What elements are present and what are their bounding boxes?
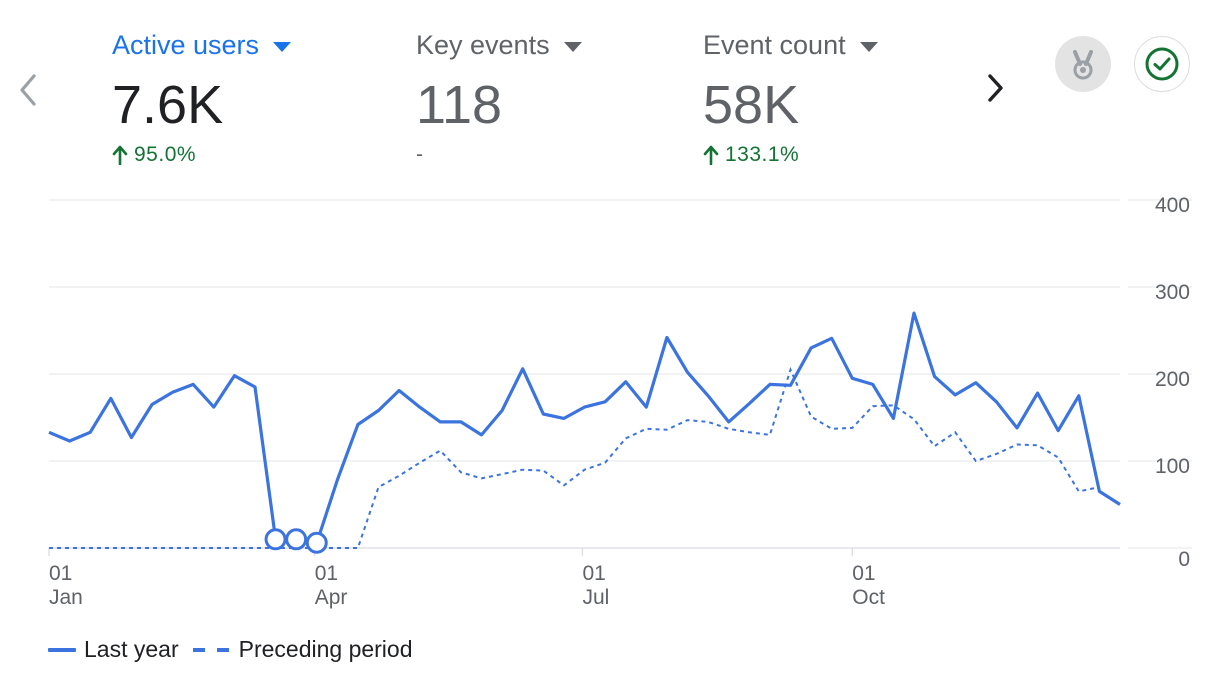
metric-change: 95.0% xyxy=(112,143,291,167)
metric-label: Active users xyxy=(112,30,260,60)
metric-change-value: 95.0% xyxy=(134,143,197,166)
data-point-marker[interactable] xyxy=(264,528,287,551)
x-tick-month: Jan xyxy=(49,586,83,609)
metric-event-count[interactable]: Event count 58K 133.1% xyxy=(703,30,878,167)
legend-solid-swatch xyxy=(48,647,76,652)
metric-change: - xyxy=(416,143,582,167)
series-line-last-year xyxy=(48,311,1121,545)
metric-label: Key events xyxy=(416,30,550,60)
check-circle-icon xyxy=(1145,47,1179,81)
y-tick-label: 300 xyxy=(1155,281,1190,304)
x-tick-month: Apr xyxy=(315,586,348,609)
metric-change: 133.1% xyxy=(703,143,878,167)
data-point-marker[interactable] xyxy=(305,531,328,554)
metric-change-value: 133.1% xyxy=(725,143,800,166)
legend-item-last-year[interactable]: Last year xyxy=(48,636,179,663)
y-tick-label: 100 xyxy=(1155,455,1190,478)
x-tick-day: 01 xyxy=(582,562,605,585)
dropdown-caret-icon xyxy=(859,41,878,52)
chevron-right-icon[interactable] xyxy=(980,68,1012,108)
dropdown-caret-icon xyxy=(273,41,292,52)
legend: Last year Preceding period xyxy=(48,636,427,663)
y-tick-label: 400 xyxy=(1155,194,1190,217)
legend-label: Last year xyxy=(84,636,179,662)
metric-active-users[interactable]: Active users 7.6K 95.0% xyxy=(112,30,292,167)
x-tick-month: Jul xyxy=(582,586,609,609)
grid-lines xyxy=(49,199,1192,549)
legend-item-preceding-period[interactable]: Preceding period xyxy=(192,636,413,663)
chevron-left-icon[interactable] xyxy=(12,70,44,110)
medal-icon xyxy=(1073,50,1093,80)
series-line-preceding-period xyxy=(49,366,1100,549)
metric-label: Event count xyxy=(703,30,846,60)
x-tick-month: Oct xyxy=(852,586,885,609)
dropdown-caret-icon xyxy=(563,41,582,52)
medal-badge[interactable] xyxy=(1055,36,1111,92)
x-tick-day: 01 xyxy=(852,562,875,585)
y-tick-label: 200 xyxy=(1155,368,1190,391)
metric-value: 7.6K xyxy=(112,75,224,135)
y-tick-label: 0 xyxy=(1178,548,1190,571)
legend-label: Preceding period xyxy=(238,636,413,662)
y-axis-labels: 0 100 200 300 400 xyxy=(1155,194,1190,571)
metric-change-value: - xyxy=(416,143,424,166)
arrow-up-icon xyxy=(112,145,128,165)
metric-value: 58K xyxy=(703,75,800,135)
data-point-marker[interactable] xyxy=(285,528,308,551)
legend-dashed-swatch xyxy=(192,647,229,652)
x-tick-day: 01 xyxy=(49,562,72,585)
x-tick-day: 01 xyxy=(315,562,338,585)
metric-value: 118 xyxy=(416,75,503,135)
arrow-up-icon xyxy=(703,145,719,165)
series xyxy=(48,311,1121,554)
check-badge[interactable] xyxy=(1134,36,1190,92)
metric-key-events[interactable]: Key events 118 - xyxy=(416,30,582,167)
